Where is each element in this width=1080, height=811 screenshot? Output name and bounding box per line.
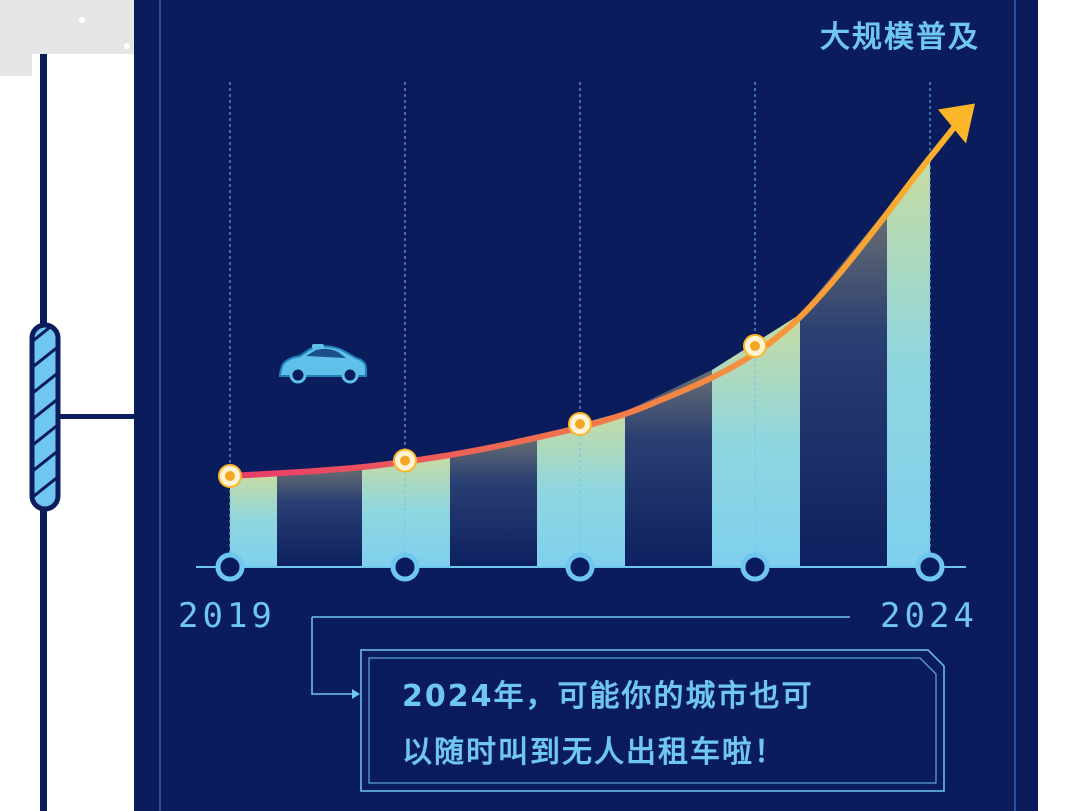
bar-segment-0 bbox=[230, 472, 277, 567]
annotation-connector bbox=[311, 616, 850, 695]
peak-label: 大规模普及 bbox=[820, 20, 980, 55]
panel-frame bbox=[159, 0, 1016, 811]
annotation-text: 2024年，可能你的城市也可 以随时叫到无人出租车啦！ bbox=[368, 655, 938, 789]
street-sign-icon bbox=[0, 0, 140, 76]
annotation-frame-inner bbox=[368, 657, 937, 784]
bar-segment-6 bbox=[712, 314, 800, 567]
annotation-line-1: 2024年，可能你的城市也可 bbox=[402, 679, 814, 714]
end-year-label: 2024 bbox=[880, 596, 978, 636]
axis-marker-core-0 bbox=[226, 563, 234, 571]
curve-point-core-1 bbox=[400, 455, 410, 466]
axis-marker-core-2 bbox=[576, 563, 584, 571]
bar-segment-7 bbox=[800, 209, 887, 567]
annotation-frame-outer bbox=[360, 649, 945, 792]
pole-connector bbox=[47, 414, 134, 419]
bar-segment-3 bbox=[450, 435, 537, 567]
curve-point-core-0 bbox=[225, 471, 235, 481]
bar-segment-8 bbox=[887, 157, 930, 567]
arrow-head-icon bbox=[938, 103, 975, 144]
connector-arrow-icon bbox=[352, 689, 360, 699]
car-icon bbox=[279, 344, 367, 384]
bar-segment-2 bbox=[362, 453, 450, 567]
start-year-label: 2019 bbox=[178, 596, 276, 636]
growth-curve bbox=[227, 114, 965, 479]
bar-segment-1 bbox=[277, 466, 362, 567]
curve-point-core-3 bbox=[750, 341, 760, 351]
axis-marker-core-4 bbox=[926, 563, 934, 571]
annotation-line-2: 以随时叫到无人出租车啦！ bbox=[402, 735, 786, 770]
hatched-capsule-icon bbox=[29, 322, 61, 512]
axis-marker-core-1 bbox=[401, 563, 409, 571]
bar-segment-5 bbox=[625, 369, 712, 567]
axis-marker-core-3 bbox=[751, 563, 759, 571]
curve-point-core-2 bbox=[575, 419, 585, 429]
bar-segment-4 bbox=[537, 411, 625, 567]
